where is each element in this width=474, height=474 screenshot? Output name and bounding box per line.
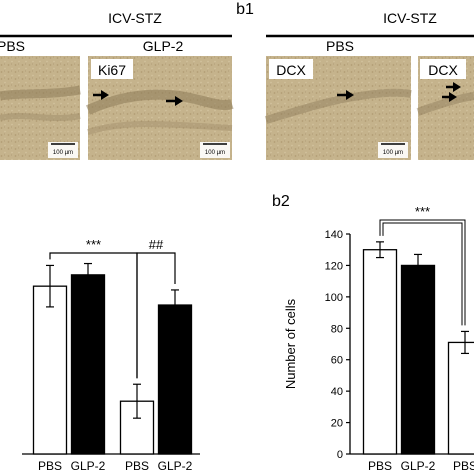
x-tick-label: GLP-2: [71, 459, 106, 473]
panel-label-b1: b1: [236, 1, 254, 18]
y-tick-label: 40: [331, 386, 343, 398]
x-tick-label: PBS: [38, 459, 62, 473]
column-label-glp2-left: GLP-2: [143, 38, 184, 54]
bar: [447, 341, 474, 455]
panel-micrographs-b1: b1 ICV-STZ PBS DCX DCX: [236, 1, 474, 160]
svg-text:100 µm: 100 µm: [205, 150, 225, 156]
stain-label-dcx-2: DCX: [428, 62, 458, 78]
significance-label: ***: [415, 204, 430, 219]
bar: [400, 264, 436, 455]
x-tick-label: GLP-2: [401, 459, 436, 473]
group-header-b1: ICV-STZ: [383, 10, 437, 26]
stain-label-box-dcx-2: [420, 59, 466, 79]
x-tick-label: PBS: [368, 459, 392, 473]
y-tick-label: 120: [325, 260, 343, 272]
significance-bracket: [382, 222, 463, 326]
y-tick-label: 100: [325, 292, 343, 304]
stain-label-ki67: Ki67: [98, 62, 126, 78]
arrow-icon: [446, 82, 461, 92]
arrow-icon: [93, 90, 109, 100]
y-tick-label: 140: [325, 229, 343, 241]
column-label-pbs-left: PBS: [0, 38, 25, 54]
stain-label-box-ki67: [91, 59, 133, 79]
scale-bar-b1: 100 µm: [378, 142, 408, 158]
bar: [157, 304, 193, 455]
stain-label-dcx-1: DCX: [276, 62, 306, 78]
scale-bar-left-2: 100 µm: [200, 142, 230, 158]
bar: [32, 285, 68, 455]
y-axis-label: Number of cells: [283, 298, 298, 389]
significance-label: ***: [86, 237, 101, 252]
scale-bar-left-1: 100 µm: [48, 142, 78, 158]
stain-label-box-dcx-1: [269, 59, 313, 79]
panel-label: b2: [272, 193, 290, 210]
micrograph-glp2-dcx: DCX: [416, 56, 474, 160]
arrow-icon: [337, 90, 354, 100]
significance-bracket: [379, 219, 466, 326]
x-tick-label: PBS: [125, 459, 149, 473]
svg-text:100 µm: 100 µm: [383, 150, 403, 156]
bar: [362, 249, 398, 455]
panel-micrographs-left: ICV-STZ PBS GLP-2 Ki67: [0, 10, 234, 160]
y-tick-label: 80: [331, 323, 343, 335]
arrow-icon: [166, 96, 183, 106]
x-tick-label: PBS: [453, 459, 474, 473]
x-tick-label: GLP-2: [158, 459, 193, 473]
svg-text:100 µm: 100 µm: [53, 150, 73, 156]
bar: [70, 274, 106, 455]
significance-label: ##: [149, 237, 164, 252]
column-label-pbs-b1: PBS: [326, 38, 354, 54]
group-header-left: ICV-STZ: [108, 10, 162, 26]
arrow-icon: [442, 92, 457, 102]
significance-bracket: [136, 252, 176, 379]
y-tick-label: 0: [337, 449, 343, 461]
bar-chart-b2: b2 0 20 40 60 80 100 120 140 Number of cells PBS GL…: [272, 193, 474, 473]
y-tick-label: 20: [331, 418, 343, 430]
y-tick-label: 60: [331, 355, 343, 367]
